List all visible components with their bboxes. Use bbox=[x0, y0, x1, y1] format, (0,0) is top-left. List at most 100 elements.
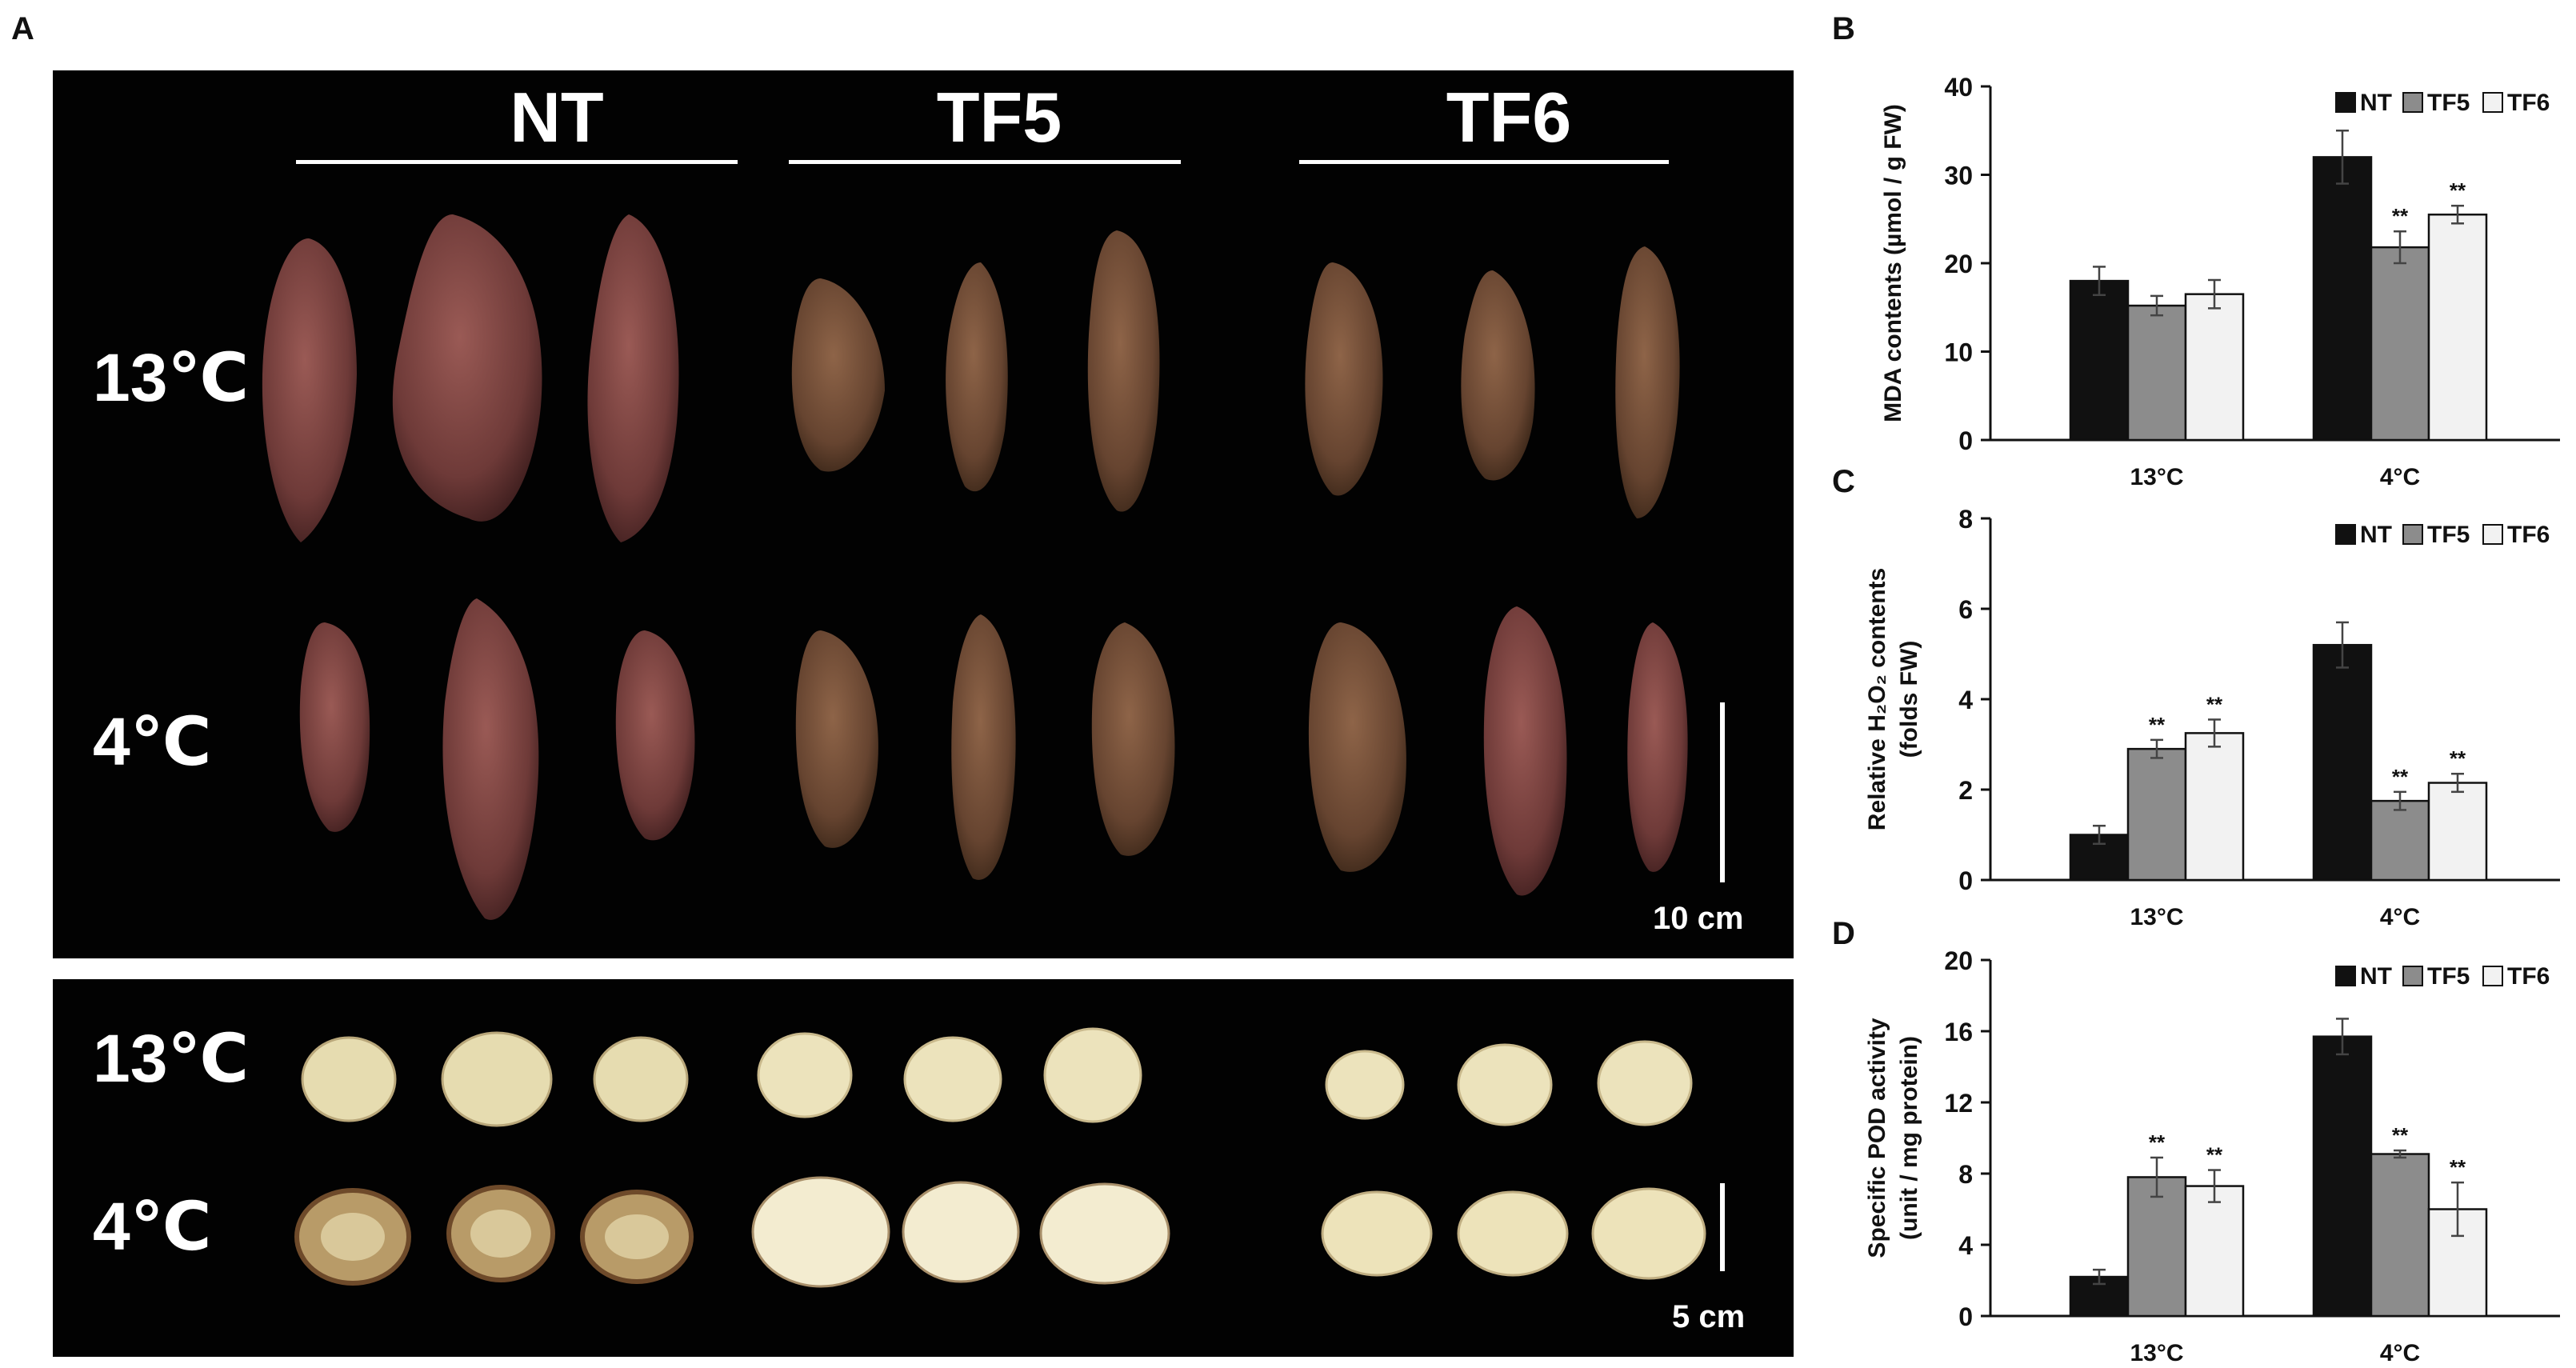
significance-marker-b: ** bbox=[2392, 204, 2409, 228]
x-tick-label-b: 4°C bbox=[2380, 464, 2420, 490]
legend-label-b-tf5: TF5 bbox=[2427, 90, 2470, 116]
y-tick-label-c: 4 bbox=[1958, 686, 1973, 714]
genotype-underline-tf6 bbox=[1299, 160, 1669, 164]
legend-label-c-nt: NT bbox=[2360, 522, 2392, 548]
y-axis-label-c-line1: Relative H₂O₂ contents bbox=[1864, 568, 1890, 830]
legend-swatch-c-tf6 bbox=[2482, 524, 2503, 545]
legend-label-d-tf5: TF5 bbox=[2427, 963, 2470, 990]
bar-d-tf5 bbox=[2370, 1153, 2430, 1318]
panel-label-c: C bbox=[1832, 464, 1855, 499]
x-tick-label-b: 13°C bbox=[2130, 464, 2183, 490]
y-tick-label-b: 10 bbox=[1944, 338, 1973, 367]
bar-b-tf5 bbox=[2126, 304, 2187, 442]
legend-label-b-nt: NT bbox=[2360, 90, 2392, 116]
legend-swatch-b-tf5 bbox=[2402, 92, 2423, 113]
genotype-label-tf5: TF5 bbox=[936, 78, 1062, 157]
y-tick-label-d: 12 bbox=[1944, 1089, 1973, 1118]
tuber-nt-4-2 bbox=[442, 598, 539, 920]
genotype-label-tf6: TF6 bbox=[1446, 78, 1572, 157]
y-tick-label-d: 20 bbox=[1944, 946, 1973, 975]
bar-c-tf6 bbox=[2427, 782, 2488, 882]
bar-c-tf5 bbox=[2126, 747, 2187, 882]
legend-label-c-tf5: TF5 bbox=[2427, 522, 2470, 548]
y-tick-label-d: 0 bbox=[1958, 1302, 1973, 1331]
tuber-tf5-13-1 bbox=[791, 278, 885, 472]
panel-label-b: B bbox=[1832, 11, 1855, 46]
y-tick-label-d: 4 bbox=[1958, 1231, 1973, 1260]
y-tick-label-d: 16 bbox=[1944, 1018, 1973, 1046]
y-tick-label-c: 2 bbox=[1958, 776, 1973, 805]
slice-nt-13 bbox=[301, 1031, 689, 1127]
tuber-tf5-13-2 bbox=[946, 262, 1008, 492]
y-axis-label-c-line2: (folds FW) bbox=[1896, 641, 1922, 758]
y-axis-label-b: MDA contents (µmol / g FW) bbox=[1880, 104, 1906, 422]
y-tick-label-d: 8 bbox=[1958, 1160, 1973, 1189]
y-axis-label-d-line2: (unit / mg protein) bbox=[1896, 1036, 1922, 1240]
legend-swatch-d-tf6 bbox=[2482, 966, 2503, 986]
legend-swatch-b-tf6 bbox=[2482, 92, 2503, 113]
slice-tf6-4 bbox=[1321, 1187, 1706, 1280]
bar-b-tf6 bbox=[2427, 213, 2488, 442]
genotype-label-nt: NT bbox=[510, 78, 604, 157]
tuber-nt-4-1 bbox=[299, 622, 370, 832]
bar-c-nt bbox=[2312, 643, 2373, 882]
panel-label-a: A bbox=[11, 11, 34, 46]
x-tick-label-c: 13°C bbox=[2130, 904, 2183, 930]
slice-tf5-4 bbox=[751, 1176, 1170, 1288]
significance-marker-d: ** bbox=[2392, 1123, 2409, 1147]
bar-d-tf5 bbox=[2126, 1176, 2187, 1318]
x-tick-label-d: 4°C bbox=[2380, 1340, 2420, 1366]
scale-label-10cm: 10 cm bbox=[1653, 901, 1744, 936]
legend-label-d-nt: NT bbox=[2360, 963, 2392, 990]
tuber-nt-4-3 bbox=[615, 630, 695, 841]
significance-marker-c: ** bbox=[2450, 746, 2466, 770]
bar-b-tf6 bbox=[2184, 293, 2245, 442]
bar-d-tf6 bbox=[2184, 1185, 2245, 1318]
y-tick-label-c: 0 bbox=[1958, 866, 1973, 895]
genotype-underline-tf5 bbox=[789, 160, 1181, 164]
bar-b-tf5 bbox=[2370, 246, 2430, 442]
slice-tf6-13 bbox=[1325, 1040, 1693, 1126]
tuber-nt-13-2 bbox=[392, 214, 542, 522]
legend-swatch-b-nt bbox=[2335, 92, 2356, 113]
legend-swatch-d-nt bbox=[2335, 966, 2356, 986]
legend-label-d-tf6: TF6 bbox=[2507, 963, 2550, 990]
scale-label-5cm: 5 cm bbox=[1672, 1299, 1746, 1334]
bar-c-tf5 bbox=[2370, 799, 2430, 882]
temperature-label-13-slices: 13℃ bbox=[93, 1021, 250, 1096]
y-tick-label-b: 40 bbox=[1944, 73, 1973, 102]
significance-marker-b: ** bbox=[2450, 178, 2466, 202]
y-tick-label-c: 6 bbox=[1958, 595, 1973, 624]
tuber-tf5-4-3 bbox=[1091, 622, 1175, 856]
bar-b-nt bbox=[2069, 279, 2130, 442]
tuber-tf5-13-3 bbox=[1087, 230, 1160, 512]
legend-label-c-tf6: TF6 bbox=[2507, 522, 2550, 548]
legend-swatch-c-nt bbox=[2335, 524, 2356, 545]
y-tick-label-b: 20 bbox=[1944, 250, 1973, 278]
bar-d-nt bbox=[2312, 1035, 2373, 1318]
significance-marker-d: ** bbox=[2450, 1155, 2466, 1179]
tuber-tf6-4-3 bbox=[1627, 622, 1688, 872]
temperature-label-4-slices: 4℃ bbox=[93, 1189, 212, 1264]
legend-swatch-d-tf5 bbox=[2402, 966, 2423, 986]
temperature-label-4: 4℃ bbox=[93, 704, 212, 779]
significance-marker-c: ** bbox=[2392, 765, 2409, 789]
significance-marker-d: ** bbox=[2149, 1130, 2166, 1154]
y-axis-label-d-line1: Specific POD activity bbox=[1864, 1018, 1890, 1258]
significance-marker-d: ** bbox=[2206, 1143, 2223, 1167]
slice-nt-4-centers bbox=[321, 1210, 669, 1261]
tuber-tf6-13-2 bbox=[1461, 270, 1535, 481]
bar-b-nt bbox=[2312, 156, 2373, 442]
tuber-tf5-4-2 bbox=[951, 614, 1016, 880]
x-tick-label-d: 13°C bbox=[2130, 1340, 2183, 1366]
tuber-slices bbox=[294, 1027, 1706, 1288]
y-tick-label-c: 8 bbox=[1958, 505, 1973, 534]
y-tick-label-b: 30 bbox=[1944, 162, 1973, 190]
tuber-tf6-13-1 bbox=[1305, 262, 1383, 496]
tuber-tf6-13-3 bbox=[1615, 246, 1680, 518]
scale-bar-10cm bbox=[1720, 702, 1725, 882]
tuber-nt-13-3 bbox=[587, 214, 679, 542]
scale-bar-5cm bbox=[1720, 1183, 1725, 1271]
tuber-photo-top: NT TF5 TF6 13℃ 4℃ bbox=[53, 70, 1794, 958]
